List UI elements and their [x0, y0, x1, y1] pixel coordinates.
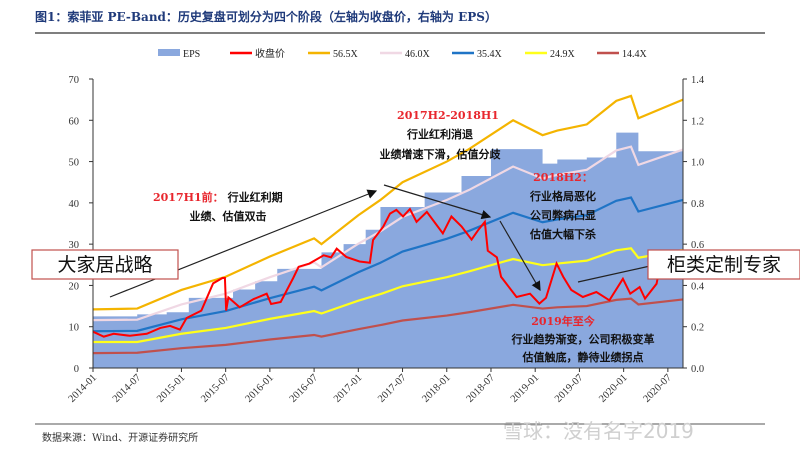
band-line-24-9X — [93, 247, 684, 344]
annotation-2019-heading: 2019年至今 — [531, 314, 596, 328]
right-tick-label: 1.4 — [691, 75, 705, 86]
x-tick-label: 2017-07 — [376, 372, 409, 405]
right-tick-label: 0.0 — [691, 364, 704, 375]
callout-box-right — [647, 249, 800, 280]
annotation-2018h2-line: 公司弊病凸显 — [530, 208, 596, 222]
figure-title: 图1：索菲亚 PE-Band：历史复盘可划分为四个阶段（左轴为收盘价，右轴为 E… — [35, 9, 497, 24]
band-line-35-4X — [92, 196, 684, 333]
callout-box-left — [31, 249, 179, 280]
callout-right-text: 柜类定制专家 — [667, 254, 781, 276]
annotation-2017h1-line: 业绩、估值双击 — [190, 209, 267, 223]
watermark: 雪球：没有名字2019 — [503, 419, 694, 443]
annotation-2019-line: 行业趋势渐变，公司积极变革 — [511, 332, 655, 346]
x-tick-label: 2019-07 — [553, 372, 586, 405]
annotation-2017h2-heading: 2017H2-2018H1 — [397, 109, 499, 122]
price-line — [92, 207, 684, 338]
legend: EPS 收盘价 56.5X 46.0X 35.4X 24.9X 14.4X — [158, 47, 648, 60]
left-tick-label: 20 — [69, 281, 80, 292]
x-tick-label: 2014-01 — [67, 372, 100, 405]
x-tick-label: 2016-01 — [243, 372, 276, 405]
legend-label: 24.9X — [550, 49, 576, 60]
eps-area — [93, 132, 687, 368]
annotation-2018h2-line: 行业格局恶化 — [529, 189, 596, 203]
annotation-2017h2-line: 业绩增速下滑，估值分歧 — [380, 147, 502, 161]
callout-pointer-line — [577, 265, 651, 283]
left-tick-label: 50 — [69, 158, 80, 169]
legend-label: 35.4X — [477, 49, 503, 60]
legend-label: 14.4X — [622, 49, 648, 60]
legend-label: 56.5X — [333, 49, 359, 60]
callout-left-text: 大家居战略 — [57, 254, 152, 276]
legend-label: 收盘价 — [255, 47, 285, 60]
trend-arrow-right — [383, 184, 492, 220]
legend-label: EPS — [183, 49, 200, 60]
annotation-2019-line: 估值触底，静待业绩拐点 — [522, 350, 644, 364]
right-tick-label: 0.8 — [691, 199, 704, 210]
right-tick-label: 1.0 — [691, 158, 704, 169]
annotation-2018h2-line: 估值大幅下杀 — [529, 227, 596, 241]
left-tick-label: 10 — [69, 323, 80, 334]
right-tick-label: 1.2 — [691, 116, 704, 127]
band-line-14-4X — [92, 297, 684, 355]
x-tick-label: 2020-07 — [641, 372, 674, 405]
x-tick-label: 2014-07 — [111, 372, 144, 405]
band-lines-layer — [92, 94, 684, 355]
legend-swatch-eps — [158, 49, 180, 56]
left-tick-label: 60 — [69, 116, 80, 127]
left-tick-label: 0 — [74, 364, 79, 375]
legend-label: 46.0X — [405, 49, 431, 60]
annotation-2017h1: 2017H1前： 行业红利期 — [153, 190, 283, 204]
right-tick-label: 0.6 — [691, 240, 704, 251]
annotation-2018h2-heading: 2018H2： — [533, 171, 593, 184]
x-tick-label: 2015-07 — [199, 372, 232, 405]
annotation-2017h2-line: 行业红利消退 — [406, 127, 473, 141]
x-tick-label: 2016-07 — [288, 372, 321, 405]
x-tick-label: 2018-07 — [465, 372, 498, 405]
x-tick-label: 2019-01 — [509, 372, 542, 405]
left-tick-label: 30 — [69, 240, 80, 251]
trend-arrow-down — [499, 220, 541, 292]
left-tick-label: 40 — [69, 199, 80, 210]
source-note: 数据来源：Wind、开源证券研究所 — [42, 431, 198, 444]
price-line-layer — [92, 207, 684, 338]
band-line-56-5X — [92, 94, 684, 311]
eps-area-layer — [93, 132, 687, 368]
right-tick-label: 0.2 — [691, 323, 704, 334]
left-tick-label: 70 — [69, 75, 80, 86]
x-tick-label: 2015-01 — [155, 372, 188, 405]
x-tick-label: 2018-01 — [420, 372, 453, 405]
right-tick-label: 0.4 — [691, 281, 705, 292]
band-line-46-0X — [92, 145, 684, 322]
x-tick-label: 2017-01 — [332, 372, 365, 405]
x-tick-label: 2020-01 — [597, 372, 630, 405]
